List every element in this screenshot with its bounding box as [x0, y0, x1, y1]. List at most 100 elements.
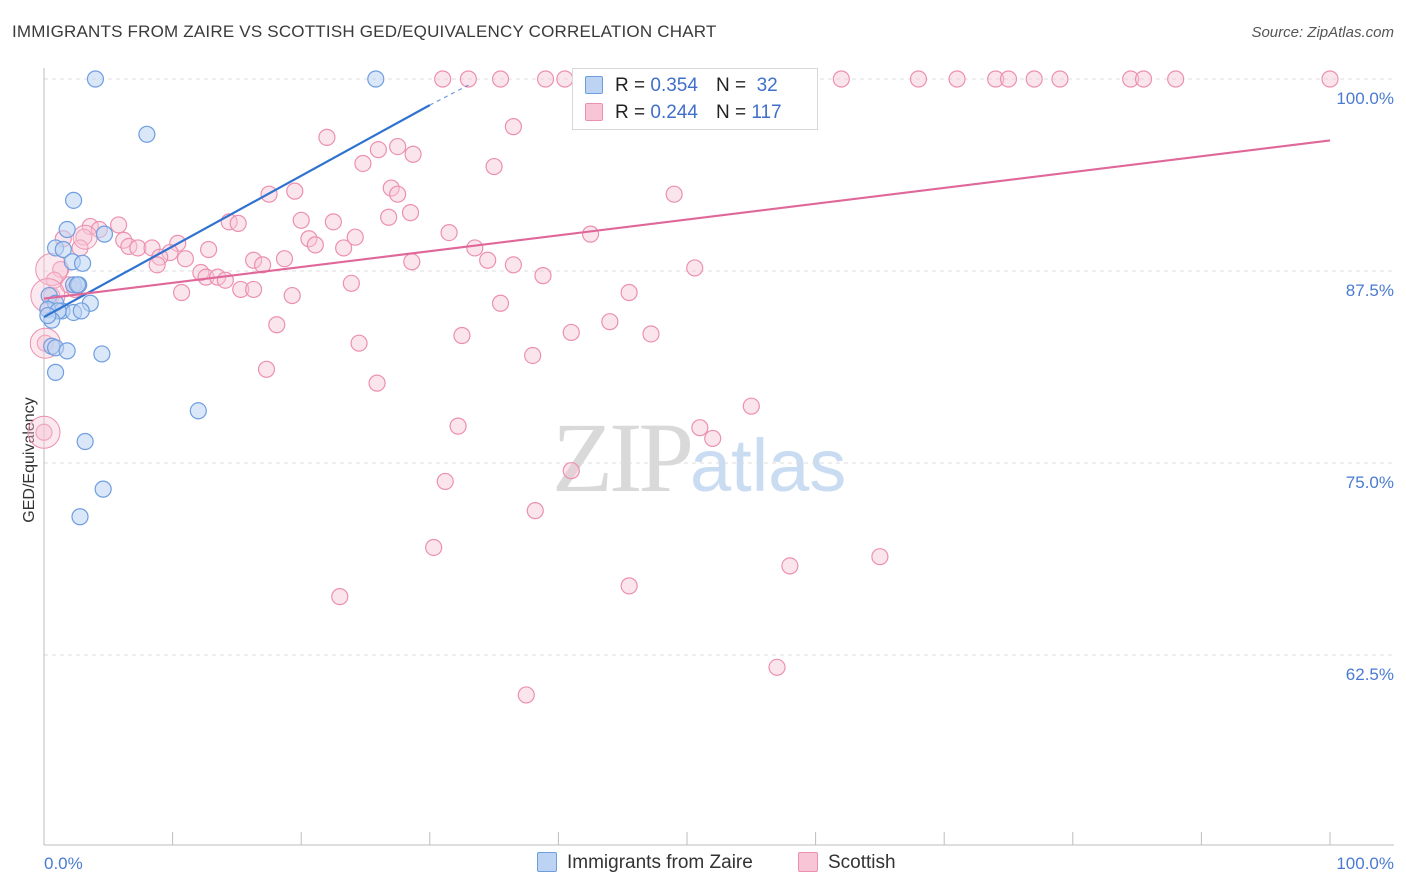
zaire-point	[58, 342, 76, 360]
scottish-point	[335, 239, 353, 257]
zaire-point	[94, 480, 112, 498]
scottish-point	[504, 118, 522, 136]
scottish-point	[491, 70, 510, 88]
scottish-point	[479, 251, 497, 269]
zaire-point	[68, 276, 87, 294]
axes	[43, 68, 1394, 846]
scottish-point	[1134, 70, 1153, 88]
scottish-point	[306, 236, 324, 254]
watermark-atlas: atlas	[690, 424, 847, 507]
x-tick-label-min: 0.0%	[44, 854, 83, 873]
scottish-point	[75, 228, 93, 246]
zaire-trend-line	[43, 104, 431, 319]
scottish-point	[283, 286, 301, 305]
legend-row-scottish: R = 0.244 N = 117	[585, 102, 782, 126]
zaire-point	[367, 70, 385, 88]
scottish-point	[346, 228, 364, 246]
scottish-point	[436, 472, 454, 491]
zaire-point	[71, 508, 89, 526]
y-tick-labels: 62.5% 75.0% 87.5% 100.0%	[1336, 89, 1394, 684]
scottish-point	[425, 538, 443, 557]
bottom-legend-swatch-zaire	[537, 852, 557, 872]
y-tick-label: 87.5%	[1346, 281, 1394, 300]
scottish-point	[686, 259, 704, 277]
zaire-point	[46, 363, 65, 381]
bottom-legend: Immigrants from Zaire Scottish	[0, 852, 1406, 878]
scottish-point	[292, 211, 310, 229]
scottish-point	[129, 239, 147, 257]
scottish-point	[389, 185, 407, 203]
scottish-point-cluster	[72, 224, 98, 250]
scottish-point	[245, 251, 263, 269]
zaire-point	[54, 240, 72, 259]
zaire-point	[64, 191, 83, 209]
scottish-point	[173, 283, 191, 302]
zaire-point	[73, 254, 92, 272]
trend-lines	[43, 84, 1331, 319]
scottish-point	[534, 267, 552, 285]
scottish-point	[109, 216, 128, 234]
scottish-point	[324, 213, 342, 231]
scottish-point	[1321, 70, 1339, 88]
watermark-zip: ZIP	[552, 402, 694, 513]
scottish-point	[832, 70, 850, 88]
scottish-point	[620, 283, 638, 302]
scottish-point	[601, 313, 619, 331]
scottish-point	[485, 157, 503, 176]
scottish-point	[354, 154, 372, 173]
legend-n-label: N =	[715, 102, 747, 123]
scottish-point	[300, 230, 318, 248]
scottish-point	[909, 70, 928, 88]
gridlines	[44, 78, 1394, 656]
scottish-point	[1025, 70, 1043, 88]
scottish-point	[440, 224, 458, 242]
legend-r-label: R =	[615, 102, 646, 123]
zaire-point	[86, 70, 105, 88]
scottish-point	[350, 334, 368, 352]
scottish-point	[245, 280, 263, 299]
y-tick-label: 62.5%	[1346, 665, 1394, 684]
legend-row-zaire: R = 0.354 N = 32	[585, 75, 778, 99]
scottish-point	[380, 208, 398, 226]
scottish-point	[691, 419, 709, 437]
zaire-point	[58, 220, 76, 239]
legend-swatch-zaire	[585, 76, 603, 94]
bottom-legend-label-scottish: Scottish	[828, 852, 896, 873]
scottish-point	[665, 185, 683, 203]
zaire-point	[72, 302, 90, 320]
scottish-point	[35, 423, 53, 441]
scottish-point	[517, 686, 535, 704]
scottish-point	[581, 225, 600, 243]
scottish-point	[434, 70, 452, 88]
scottish-point	[524, 346, 542, 365]
scottish-point	[1122, 70, 1140, 88]
scottish-point	[192, 263, 210, 282]
scottish-point	[229, 214, 247, 232]
scottish-point	[331, 588, 349, 606]
scottish-point	[704, 429, 722, 448]
scottish-point	[871, 548, 889, 566]
scottish-trend-line	[43, 139, 1331, 300]
zaire-point	[189, 402, 207, 420]
scottish-point	[459, 70, 477, 88]
zaire-point	[95, 225, 114, 243]
bottom-legend-swatch-scottish	[798, 852, 818, 872]
scottish-point	[389, 137, 407, 156]
scottish-point	[768, 658, 786, 676]
scottish-point	[491, 294, 510, 312]
scottish-point	[232, 280, 250, 299]
legend-r-value: 0.244	[650, 102, 698, 123]
scottish-point	[286, 182, 304, 200]
scottish-point	[466, 239, 484, 257]
scottish-point	[404, 145, 422, 163]
x-tick-label-max: 100.0%	[1336, 854, 1394, 873]
y-tick-label: 100.0%	[1336, 89, 1394, 108]
scottish-point	[620, 577, 638, 595]
scottish-point	[200, 240, 218, 259]
scottish-point	[268, 316, 286, 334]
zaire-point	[138, 125, 156, 143]
bottom-legend-zaire: Immigrants from Zaire	[537, 852, 753, 874]
scottish-point	[453, 326, 471, 345]
scottish-point	[987, 70, 1005, 88]
